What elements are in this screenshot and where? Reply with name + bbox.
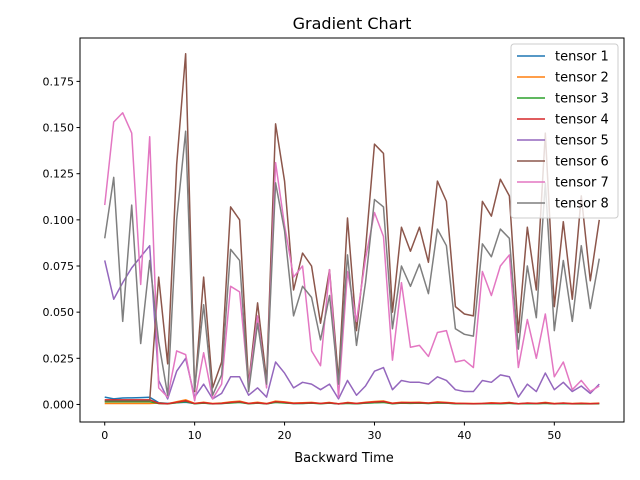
legend-label: tensor 2 xyxy=(555,71,609,86)
axes-frame xyxy=(79,37,625,423)
x-tick-label: 0 xyxy=(101,429,108,442)
legend: tensor 1 tensor 2 tensor 3 tensor 4 tensor 5… xyxy=(510,43,619,219)
y-tick-label: 0.050 xyxy=(43,306,75,319)
series-6 xyxy=(104,52,601,402)
series-line-4 xyxy=(104,399,600,405)
x-axis-label: Backward Time xyxy=(294,451,393,466)
y-tick-label: 0.125 xyxy=(43,168,75,181)
x-tick-label: 30 xyxy=(367,429,381,442)
series-line-8 xyxy=(103,130,601,396)
y-tick-label: 0.100 xyxy=(43,214,75,227)
legend-label: tensor 6 xyxy=(555,155,609,170)
x-tick-label: 50 xyxy=(547,429,561,442)
x-tick-label: 40 xyxy=(457,429,471,442)
y-tick-label: 0.025 xyxy=(43,352,75,365)
x-axis-ticks: 0 10 20 30 40 50 xyxy=(101,422,561,442)
legend-label: tensor 8 xyxy=(555,197,609,212)
y-tick-label: 0.150 xyxy=(43,122,75,135)
legend-box xyxy=(510,43,619,219)
chart-title: Gradient Chart xyxy=(293,14,412,33)
axes-layer xyxy=(79,37,625,423)
x-tick-label: 10 xyxy=(188,429,202,442)
legend-label: tensor 4 xyxy=(555,113,609,128)
x-tick-label: 20 xyxy=(278,429,292,442)
series-8 xyxy=(103,130,601,396)
y-axis-ticks: 0.000 0.025 0.050 0.075 0.100 0.125 0.150 0.175 xyxy=(43,75,80,411)
y-tick-label: 0.000 xyxy=(43,398,75,411)
series-line-6 xyxy=(104,52,601,402)
legend-label: tensor 3 xyxy=(555,92,609,107)
legend-label: tensor 1 xyxy=(555,50,609,65)
series-4 xyxy=(104,399,600,405)
y-tick-label: 0.175 xyxy=(43,75,75,88)
legend-label: tensor 7 xyxy=(555,176,609,191)
series-layer xyxy=(103,52,601,405)
y-tick-label: 0.075 xyxy=(43,260,75,273)
legend-label: tensor 5 xyxy=(555,134,609,149)
